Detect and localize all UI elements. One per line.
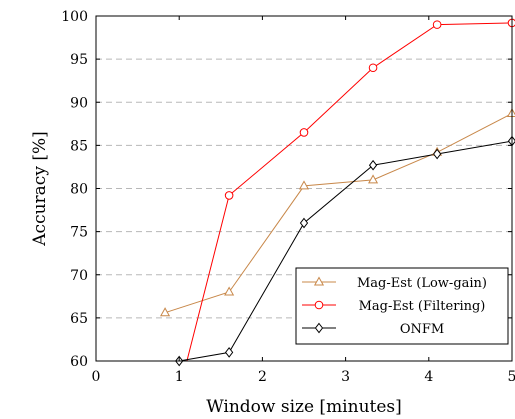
data-point-series-1 (160, 307, 171, 317)
y-tick-label: 65 (70, 311, 88, 327)
data-point-series-1 (298, 180, 310, 190)
legend: Mag-Est (Low-gain) Mag-Est (Filtering) ONF… (295, 267, 509, 345)
x-tick-label: 1 (175, 369, 184, 385)
y-tick-label: 85 (70, 138, 88, 154)
y-tick-label: 80 (70, 182, 88, 198)
data-point-series-3 (224, 347, 234, 358)
legend-box (295, 267, 509, 345)
x-tick-label: 2 (258, 369, 267, 385)
axis-ticks: 60 65 70 75 80 85 90 95 100 0 1 2 3 4 5 (61, 9, 515, 385)
data-point-series-2 (368, 63, 378, 73)
data-point-series-3 (299, 217, 309, 229)
series-line-2 (186, 22, 512, 361)
legend-label-2: Mag-Est (Filtering) (359, 299, 486, 314)
data-point-series-3 (432, 148, 442, 160)
x-tick-label: 5 (508, 369, 515, 385)
marker-layer (160, 18, 515, 367)
y-tick-label: 75 (70, 225, 88, 241)
data-point-series-3 (368, 159, 378, 171)
data-point-series-2 (224, 191, 234, 200)
legend-label-1: Mag-Est (Low-gain) (357, 276, 487, 291)
data-point-series-1 (224, 286, 235, 296)
data-point-series-1 (368, 174, 379, 184)
data-point-series-2 (432, 20, 442, 29)
series-line-3 (179, 140, 512, 361)
legend-marker-3 (314, 322, 324, 334)
series-line-1 (164, 113, 512, 314)
data-point-series-2 (299, 128, 309, 137)
y-tick-label: 60 (70, 354, 88, 370)
y-tick-label: 95 (70, 52, 88, 68)
y-tick-label: 90 (70, 95, 88, 111)
legend-marker-2 (314, 300, 324, 310)
legend-label-3: ONFM (400, 322, 444, 337)
series-layer (164, 22, 512, 361)
y-tick-label: 70 (70, 268, 88, 284)
y-tick-label: 100 (61, 9, 88, 25)
y-axis-title: Accuracy [%] (30, 131, 50, 246)
x-axis-title: Window size [minutes] (206, 397, 402, 417)
x-tick-label: 3 (341, 369, 350, 385)
x-tick-label: 0 (92, 369, 101, 385)
data-point-series-1 (506, 107, 515, 117)
legend-marker-1 (313, 276, 325, 286)
x-tick-label: 4 (424, 369, 433, 385)
